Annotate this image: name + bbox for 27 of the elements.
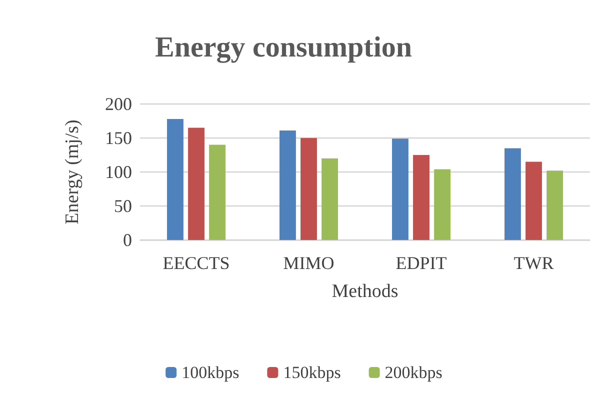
x-tick-label: EDPIT xyxy=(396,253,447,273)
y-tick-label: 0 xyxy=(123,230,132,250)
bar xyxy=(526,162,542,240)
legend-label: 150kbps xyxy=(283,363,341,382)
x-axis-title: Methods xyxy=(332,281,398,302)
y-axis-title: Energy (mj/s) xyxy=(62,120,83,224)
bar xyxy=(392,138,408,240)
bar xyxy=(413,155,430,240)
x-tick-label: MIMO xyxy=(283,253,334,273)
x-tick-label: TWR xyxy=(514,253,554,273)
y-tick-label: 100 xyxy=(105,162,132,182)
bar xyxy=(504,148,521,240)
y-tick-label: 200 xyxy=(105,94,132,114)
y-tick-label: 150 xyxy=(105,128,132,148)
bar xyxy=(167,118,184,240)
bar xyxy=(188,128,204,240)
bar xyxy=(322,158,338,240)
legend-label: 200kbps xyxy=(384,363,442,382)
y-tick-label: 50 xyxy=(114,196,132,216)
chart-title: Energy consumption xyxy=(155,32,412,64)
bar xyxy=(300,138,317,240)
legend-label: 100kbps xyxy=(182,363,240,382)
x-tick-label: EECCTS xyxy=(162,253,230,273)
bar xyxy=(434,169,450,240)
bar xyxy=(546,170,563,240)
bar xyxy=(209,144,226,240)
bar xyxy=(280,130,296,240)
